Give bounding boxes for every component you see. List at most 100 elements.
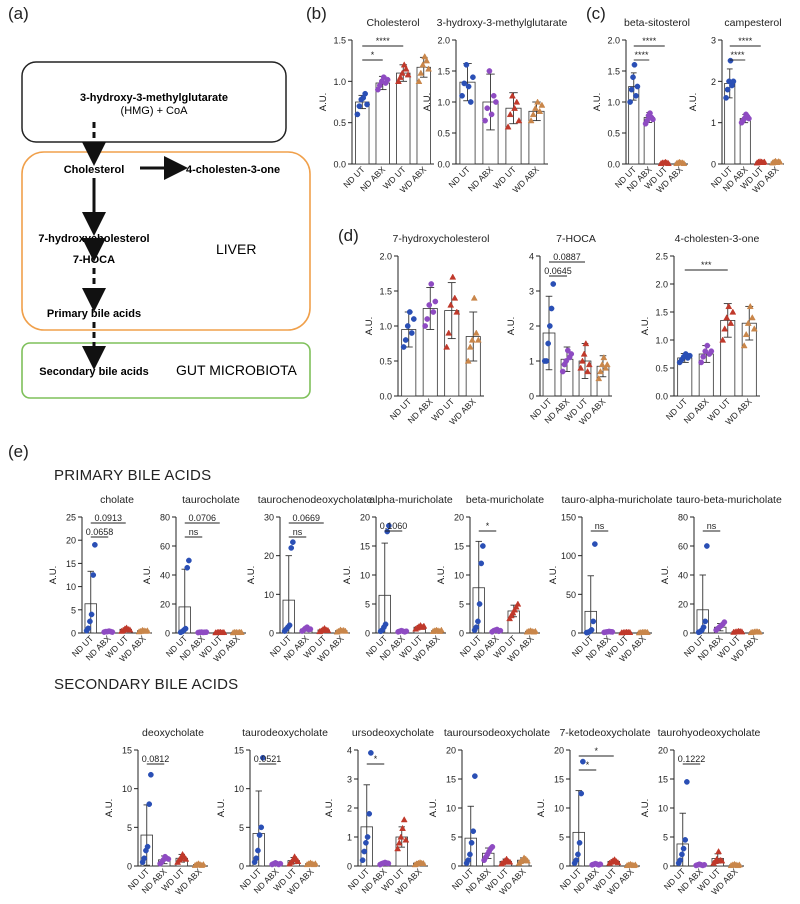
data-point bbox=[143, 627, 151, 634]
y-tick-label: 10 bbox=[554, 804, 564, 814]
y-tick-label: 20 bbox=[554, 746, 564, 756]
chart-cholestenone: 4-cholesten-3-one0.00.51.01.52.02.5A.U.N… bbox=[640, 233, 760, 427]
data-point bbox=[597, 861, 604, 868]
data-point bbox=[603, 360, 611, 368]
data-point bbox=[453, 308, 461, 315]
y-tick-label: 5 bbox=[663, 833, 668, 843]
y-tick-label: 20 bbox=[160, 600, 170, 610]
data-point bbox=[538, 101, 546, 108]
chart-hydroxychol: 7-hydroxycholesterol0.00.51.01.52.0A.U.N… bbox=[364, 233, 489, 427]
data-point bbox=[148, 771, 154, 778]
y-tick-label: 1.5 bbox=[437, 67, 450, 77]
y-tick-label: 50 bbox=[566, 590, 576, 600]
data-point bbox=[410, 316, 417, 322]
x-tick-label: ND ABX bbox=[466, 164, 495, 193]
data-point bbox=[465, 83, 472, 90]
significance-label: 0.0913 bbox=[94, 513, 122, 523]
data-point bbox=[643, 628, 651, 635]
data-point bbox=[341, 627, 349, 634]
significance-label: ns bbox=[707, 521, 717, 531]
y-tick-label: 0 bbox=[71, 629, 76, 639]
hmg-coa-label: (HMG) + CoA bbox=[121, 105, 189, 117]
data-point bbox=[406, 309, 413, 315]
y-tick-label: 25 bbox=[66, 513, 76, 523]
significance-label: 0.0669 bbox=[292, 513, 320, 523]
data-point bbox=[445, 329, 453, 336]
chart-title: 3-hydroxy-3-methylglutarate bbox=[437, 17, 568, 29]
chart-title: tauro-alpha-muricholate bbox=[562, 494, 673, 506]
cholestenone-node: 4-cholesten-3-one bbox=[186, 164, 280, 176]
data-point bbox=[467, 851, 473, 858]
chart-title: beta-sitosterol bbox=[624, 17, 690, 29]
data-point bbox=[527, 117, 535, 124]
y-axis-label: A.U. bbox=[660, 566, 671, 584]
data-point bbox=[489, 844, 496, 850]
y-axis-label: A.U. bbox=[436, 566, 447, 584]
data-point bbox=[644, 117, 650, 124]
data-point bbox=[508, 92, 516, 99]
data-point bbox=[504, 123, 512, 130]
chart-title: taurodeoxycholate bbox=[242, 727, 328, 739]
data-point bbox=[506, 858, 514, 865]
data-point bbox=[595, 374, 603, 382]
data-point bbox=[478, 560, 485, 567]
data-point bbox=[144, 843, 151, 850]
y-tick-label: 20 bbox=[446, 746, 456, 756]
data-point bbox=[545, 340, 552, 347]
data-point bbox=[400, 61, 408, 68]
data-point bbox=[403, 628, 410, 635]
data-point bbox=[575, 851, 581, 858]
data-point bbox=[534, 98, 542, 105]
data-point bbox=[422, 323, 429, 329]
data-point bbox=[631, 861, 639, 868]
data-point bbox=[255, 847, 261, 854]
data-point bbox=[288, 545, 295, 551]
chart-title: taurochenodeoxycholate bbox=[258, 494, 373, 506]
data-point bbox=[109, 629, 116, 635]
data-point bbox=[430, 309, 437, 315]
y-tick-label: 80 bbox=[160, 513, 170, 523]
significance-label: **** bbox=[642, 36, 657, 46]
y-tick-label: 1 bbox=[347, 833, 352, 843]
data-point bbox=[464, 357, 472, 364]
y-tick-label: 0 bbox=[459, 629, 464, 639]
significance-label: 0.1222 bbox=[678, 754, 706, 764]
y-tick-label: 0 bbox=[127, 862, 132, 872]
data-point bbox=[511, 104, 519, 111]
data-point bbox=[723, 314, 731, 321]
data-point bbox=[506, 110, 514, 118]
y-tick-label: 0 bbox=[239, 862, 244, 872]
data-point bbox=[186, 557, 192, 564]
chart-title: ursodeoxycholate bbox=[352, 727, 434, 739]
y-tick-label: 5 bbox=[127, 823, 132, 833]
data-point bbox=[559, 368, 566, 375]
data-point bbox=[182, 855, 190, 862]
significance-label: **** bbox=[730, 50, 745, 60]
data-point bbox=[354, 111, 361, 118]
data-point bbox=[417, 69, 425, 76]
data-point bbox=[324, 626, 332, 633]
significance-label: **** bbox=[634, 50, 649, 60]
y-tick-label: 15 bbox=[658, 775, 668, 785]
data-point bbox=[475, 618, 481, 625]
data-point bbox=[584, 367, 591, 375]
y-tick-label: 0.0 bbox=[333, 160, 346, 170]
data-point bbox=[721, 619, 728, 625]
data-point bbox=[400, 344, 407, 350]
data-point bbox=[386, 522, 392, 529]
data-point bbox=[493, 99, 499, 105]
data-point bbox=[165, 856, 172, 862]
data-point bbox=[364, 101, 370, 108]
secondary-bile-acids-node: Secondary bile acids bbox=[39, 366, 148, 378]
y-axis-label: A.U. bbox=[48, 566, 59, 584]
data-point bbox=[708, 348, 715, 355]
y-tick-label: 1.5 bbox=[607, 67, 620, 77]
data-point bbox=[702, 348, 709, 355]
significance-label: * bbox=[371, 50, 375, 60]
y-tick-label: 20 bbox=[66, 536, 76, 546]
data-point bbox=[523, 857, 531, 864]
